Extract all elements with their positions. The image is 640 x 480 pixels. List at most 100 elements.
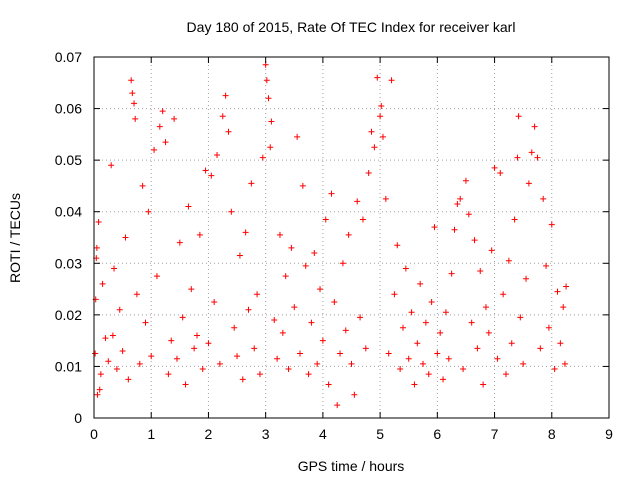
data-point [379,133,386,140]
data-points [92,61,570,409]
data-point [194,332,200,339]
data-point [305,371,312,378]
data-point [525,180,532,187]
y-tick-label: 0.07 [55,49,82,65]
data-point [231,324,238,331]
data-point [182,381,189,388]
data-point [485,329,492,336]
data-point [145,208,152,215]
data-point [136,360,143,367]
data-point [297,350,303,357]
y-tick-label: 0.04 [55,204,82,220]
x-axis-label: GPS time / hours [298,458,405,474]
data-point [299,182,306,189]
data-point [322,216,329,223]
data-point [156,123,163,130]
data-point [279,329,286,336]
data-point [251,345,258,352]
data-point [397,366,404,373]
data-point [437,329,444,336]
data-point [345,231,352,238]
data-point [457,195,464,202]
data-point [368,128,375,135]
data-point [405,355,412,362]
data-point [113,366,120,373]
data-point [434,350,441,357]
data-point [95,219,102,226]
data-point [497,170,504,177]
data-point [317,286,324,293]
data-point [503,371,509,378]
data-point [102,335,109,342]
data-point [263,77,270,84]
data-point [153,273,160,280]
data-point [325,381,332,388]
data-point [148,353,155,360]
data-point [561,360,568,367]
tick-labels: 0 1 2 3 4 5 6 7 8 9 0 0.01 0.02 0.03 0.04 0.05 0.06 0.07 [55,49,613,442]
data-point [116,306,123,313]
data-point [259,154,266,161]
data-point [428,298,435,305]
y-tick-label: 0.05 [55,152,82,168]
data-point [480,381,487,388]
data-point [93,244,100,251]
data-point [339,260,346,267]
data-point [488,247,495,254]
data-point [132,115,139,122]
data-point [133,291,140,298]
data-point [551,366,558,373]
data-point [408,309,415,316]
data-point [462,177,469,184]
data-point [414,340,421,347]
data-point [445,355,452,362]
x-tick-label: 5 [376,426,384,442]
data-point [168,337,175,344]
data-point [357,314,364,321]
data-point [142,319,149,326]
data-point [129,90,136,97]
x-tick-label: 3 [262,426,270,442]
data-point [331,298,338,305]
data-point [328,190,335,197]
data-point [494,355,501,362]
data-point [517,314,524,321]
data-point [234,353,241,360]
data-point [159,108,166,115]
data-point [294,133,301,140]
x-tick-label: 0 [90,426,98,442]
data-point [214,151,221,158]
data-point [125,376,132,383]
data-point [385,350,392,357]
plot-frame [93,56,610,419]
data-point [162,139,169,146]
data-point [216,360,223,367]
data-point [351,391,358,398]
data-point [382,195,389,202]
x-tick-label: 1 [147,426,155,442]
data-point [554,288,561,295]
data-point [139,182,146,189]
data-point [99,280,106,287]
data-point [254,291,261,298]
data-point [420,360,427,367]
data-point [394,242,401,249]
y-tick-label: 0 [74,410,82,426]
data-point [105,358,112,365]
data-point [239,376,246,383]
data-point [291,304,298,311]
data-point [563,283,570,290]
data-point [179,314,186,321]
data-point [359,216,366,223]
data-point [454,200,461,207]
data-point [97,371,104,378]
data-point [176,239,183,246]
data-point [402,265,409,272]
data-point [354,198,361,205]
data-point [440,376,447,383]
data-point [334,402,341,409]
data-point [534,154,541,161]
data-point [362,345,369,352]
data-point [411,381,418,388]
